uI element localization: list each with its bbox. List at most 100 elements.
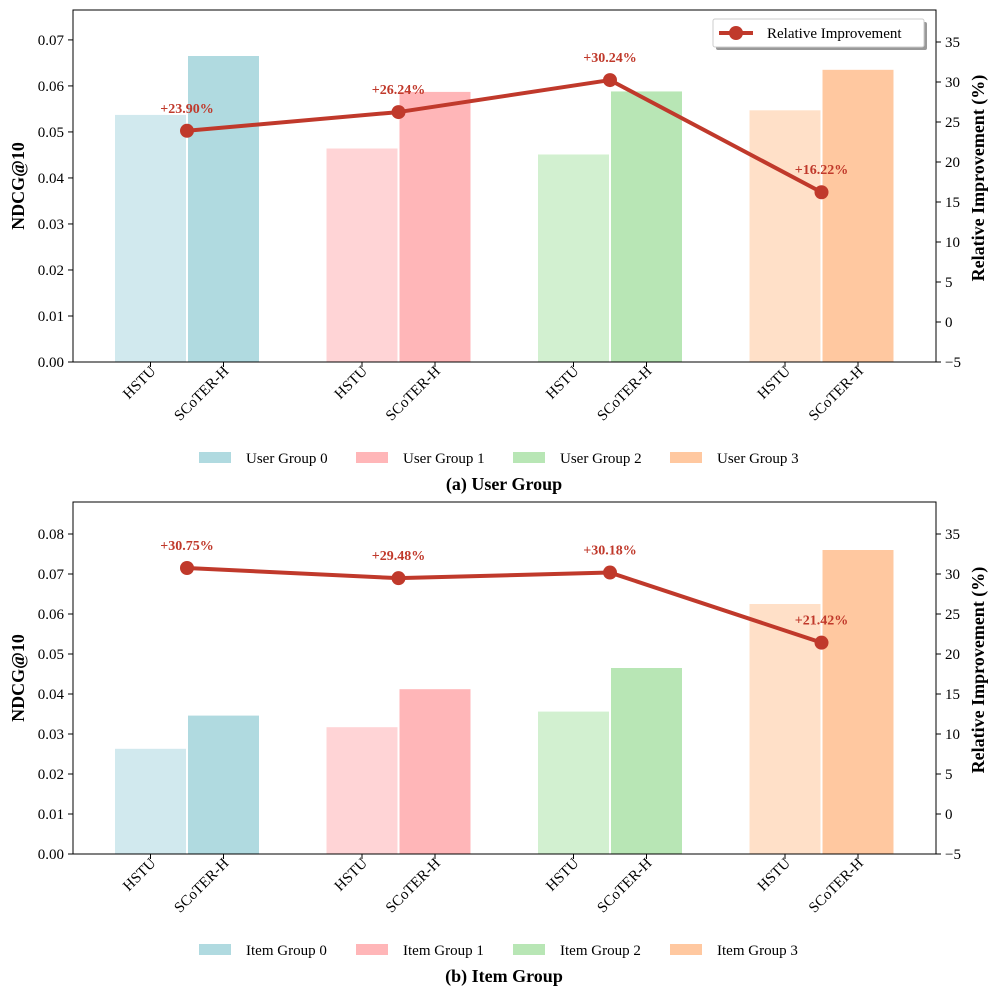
y-tick-label: 0.03 [38, 727, 64, 743]
x-tick-label: HSTU [332, 855, 371, 894]
bar-scoter-h [399, 91, 471, 363]
panel-user-group: HSTU SCoTER-H HSTU SCoTER-H HSTU SCoTER-H HSTU… [8, 9, 989, 495]
x-tick-label: SCoTER-H [806, 363, 867, 424]
y2-tick-label: 10 [945, 235, 960, 251]
legend-swatch [356, 452, 388, 463]
legend-label: Item Group 3 [717, 943, 798, 959]
y-tick-label: 0.02 [38, 767, 64, 783]
line-legend-marker [729, 26, 743, 40]
bar-scoter-h [399, 689, 471, 854]
improvement-line [186, 566, 823, 645]
y2-tick-label: 20 [945, 155, 960, 171]
legend-label: User Group 2 [560, 451, 642, 467]
y-tick-label: 0.07 [38, 567, 65, 583]
bar-hstu [538, 711, 609, 854]
x-tick-label: SCoTER-H [595, 855, 656, 916]
y2-tick-label: −5 [945, 847, 961, 863]
bar-scoter-h [188, 56, 259, 363]
x-tick-label: HSTU [332, 363, 371, 402]
y2-tick-label: 35 [945, 35, 960, 51]
y-tick-label: 0.08 [38, 527, 64, 543]
x-tick-label: SCoTER-H [172, 363, 233, 424]
y-axis-label: NDCG@10 [8, 634, 28, 722]
y-tick-label: 0.06 [38, 79, 65, 95]
improvement-marker [180, 123, 194, 138]
x-tick-label: SCoTER-H [172, 855, 233, 916]
improvement-marker [814, 635, 829, 650]
panel-item-group: HSTU SCoTER-H HSTU SCoTER-H HSTU SCoTER-H HSTU… [8, 501, 989, 987]
y-tick-label: 0.03 [38, 217, 64, 233]
y-axis-label: NDCG@10 [8, 142, 28, 230]
improvement-marker [603, 73, 617, 88]
x-tick-label: HSTU [755, 363, 794, 402]
y-tick-label: 0.04 [38, 687, 65, 703]
bar-hstu [326, 148, 398, 362]
x-tick-label: HSTU [120, 855, 159, 894]
y2-tick-label: 15 [945, 195, 960, 211]
y-tick-label: 0.05 [38, 125, 64, 141]
y2-tick-label: 25 [945, 607, 960, 623]
legend-label: User Group 3 [717, 451, 799, 467]
improvement-label: +30.24% [583, 51, 636, 66]
y2-tick-label: 25 [945, 115, 960, 131]
y2-tick-label: 0 [945, 315, 953, 331]
x-tick-label: SCoTER-H [383, 363, 444, 424]
y2-axis-label: Relative Improvement (%) [968, 75, 989, 282]
panel-caption: (b) Item Group [445, 966, 563, 987]
y2-tick-label: 10 [945, 727, 960, 743]
x-tick-label: HSTU [120, 363, 159, 402]
legend-label: User Group 0 [246, 451, 328, 467]
legend-swatch [513, 944, 545, 955]
improvement-label: +26.24% [372, 83, 425, 98]
bar-scoter-h [822, 69, 894, 363]
x-tick-label: HSTU [755, 855, 794, 894]
bar-scoter-h [611, 668, 682, 854]
y-tick-label: 0.05 [38, 647, 64, 663]
bar-hstu [538, 154, 609, 362]
panel-caption: (a) User Group [446, 474, 562, 495]
bar-scoter-h [611, 91, 682, 362]
legend-swatch [356, 944, 388, 955]
x-tick-label: SCoTER-H [595, 363, 656, 424]
legend-swatch [199, 452, 231, 463]
improvement-label: +21.42% [795, 614, 848, 629]
y2-tick-label: 0 [945, 807, 953, 823]
improvement-label: +23.90% [160, 102, 213, 117]
bar-scoter-h [822, 550, 894, 854]
y2-tick-label: 30 [945, 567, 960, 583]
y-tick-label: 0.04 [38, 171, 65, 187]
legend-swatch [199, 944, 231, 955]
x-tick-label: HSTU [543, 855, 582, 894]
y-tick-label: 0.00 [38, 847, 64, 863]
y-tick-label: 0.06 [38, 607, 65, 623]
legend-label: User Group 1 [403, 451, 485, 467]
legend-label: Item Group 1 [403, 943, 484, 959]
y-tick-label: 0.00 [38, 355, 64, 371]
improvement-label: +30.18% [583, 544, 636, 559]
legend-swatch [513, 452, 545, 463]
bar-scoter-h [188, 715, 259, 854]
line-legend-label: Relative Improvement [767, 26, 902, 42]
improvement-label: +29.48% [372, 549, 425, 564]
y-tick-label: 0.07 [38, 33, 65, 49]
y2-axis-label: Relative Improvement (%) [968, 567, 989, 774]
bar-hstu [115, 114, 186, 362]
y-tick-label: 0.01 [38, 807, 64, 823]
y2-tick-label: 5 [945, 767, 953, 783]
y-tick-label: 0.02 [38, 263, 64, 279]
y2-tick-label: 20 [945, 647, 960, 663]
y2-tick-label: 30 [945, 75, 960, 91]
bar-hstu [749, 110, 821, 362]
legend-label: Item Group 2 [560, 943, 641, 959]
bar-hstu [749, 604, 821, 854]
x-tick-label: SCoTER-H [383, 855, 444, 916]
y2-tick-label: 5 [945, 275, 953, 291]
improvement-label: +16.22% [795, 163, 848, 178]
improvement-marker [814, 185, 829, 200]
plot-frame [72, 501, 937, 855]
bar-hstu [115, 748, 186, 854]
y-tick-label: 0.01 [38, 309, 64, 325]
y2-tick-label: −5 [945, 355, 961, 371]
x-tick-label: SCoTER-H [806, 855, 867, 916]
bar-hstu [326, 727, 398, 854]
